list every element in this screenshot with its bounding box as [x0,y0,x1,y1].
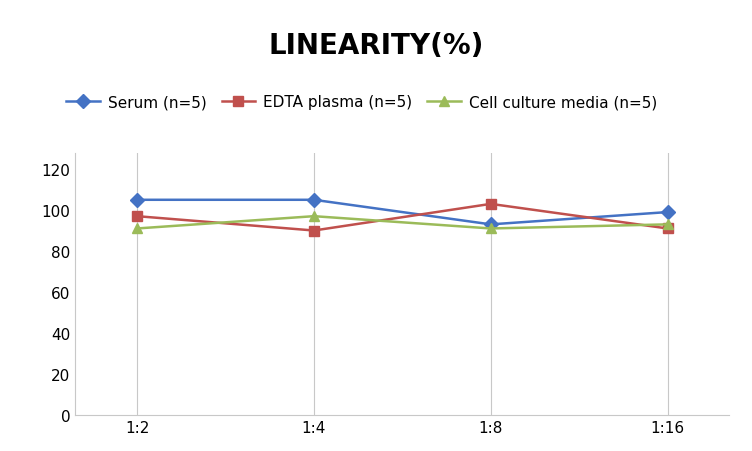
Line: Cell culture media (n=5): Cell culture media (n=5) [132,212,672,234]
Serum (n=5) [309,198,318,203]
EDTA plasma (n=5) [309,228,318,234]
Line: Serum (n=5): Serum (n=5) [132,195,672,230]
Cell culture media (n=5) [309,214,318,219]
Line: EDTA plasma (n=5): EDTA plasma (n=5) [132,200,672,236]
EDTA plasma (n=5) [663,226,672,232]
Serum (n=5) [663,210,672,215]
Cell culture media (n=5) [487,226,496,232]
Cell culture media (n=5) [132,226,141,232]
Text: LINEARITY(%): LINEARITY(%) [268,32,484,60]
Serum (n=5) [487,222,496,228]
Cell culture media (n=5) [663,222,672,228]
EDTA plasma (n=5) [487,202,496,207]
EDTA plasma (n=5) [132,214,141,219]
Legend: Serum (n=5), EDTA plasma (n=5), Cell culture media (n=5): Serum (n=5), EDTA plasma (n=5), Cell cul… [60,89,663,116]
Serum (n=5) [132,198,141,203]
